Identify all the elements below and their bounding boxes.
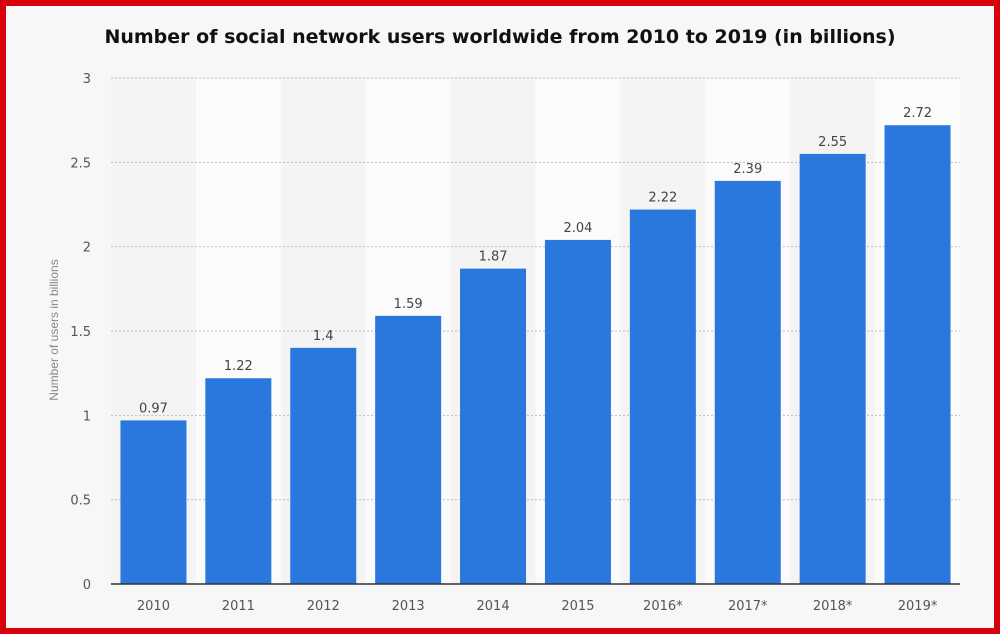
bar xyxy=(205,378,272,584)
value-label: 2.22 xyxy=(648,191,677,206)
x-tick-label: 2019* xyxy=(898,599,938,614)
y-tick-label: 1 xyxy=(83,409,91,424)
bar xyxy=(290,347,357,584)
bar xyxy=(714,180,781,585)
bar xyxy=(544,239,611,585)
x-tick-label: 2014 xyxy=(477,599,510,614)
x-tick-labels: 2010 2011 2012 2013 2014 2015 2016* 2017* 2018* 2… xyxy=(137,599,938,614)
y-tick-label: 1.5 xyxy=(70,325,91,340)
y-tick-label: 2 xyxy=(83,241,91,256)
x-tick-label: 2018* xyxy=(813,599,853,614)
value-label: 1.87 xyxy=(479,250,508,265)
y-tick-label: 0.5 xyxy=(70,494,91,509)
x-tick-label: 2015 xyxy=(561,599,594,614)
x-tick-label: 2016* xyxy=(643,599,683,614)
bar xyxy=(629,209,696,584)
value-label: 2.55 xyxy=(818,135,847,150)
y-tick-label: 0 xyxy=(83,578,91,593)
value-label: 0.97 xyxy=(139,401,168,416)
x-tick-label: 2017* xyxy=(728,599,768,614)
x-tick-label: 2013 xyxy=(392,599,425,614)
y-tick-label: 3 xyxy=(83,72,91,87)
bar xyxy=(799,153,866,584)
bar xyxy=(375,315,442,584)
x-tick-label: 2010 xyxy=(137,599,170,614)
bar xyxy=(884,125,951,584)
x-tick-label: 2011 xyxy=(222,599,255,614)
value-label: 1.22 xyxy=(224,359,253,374)
value-label: 2.72 xyxy=(903,106,932,121)
chart-title: Number of social network users worldwide… xyxy=(104,26,896,48)
value-label: 2.04 xyxy=(563,221,592,236)
x-tick-label: 2012 xyxy=(307,599,340,614)
value-label: 1.59 xyxy=(394,297,423,312)
y-tick-label: 2.5 xyxy=(70,156,91,171)
value-label: 1.4 xyxy=(313,329,334,344)
bar xyxy=(460,268,527,584)
bars xyxy=(120,125,951,585)
y-tick-labels: 0 0.5 1 1.5 2 2.5 3 xyxy=(70,72,91,593)
bar xyxy=(120,420,187,584)
value-label: 2.39 xyxy=(733,162,762,177)
value-labels: 0.97 1.22 1.4 1.59 1.87 2.04 2.22 2.39 2.55 2.72 xyxy=(139,106,932,416)
